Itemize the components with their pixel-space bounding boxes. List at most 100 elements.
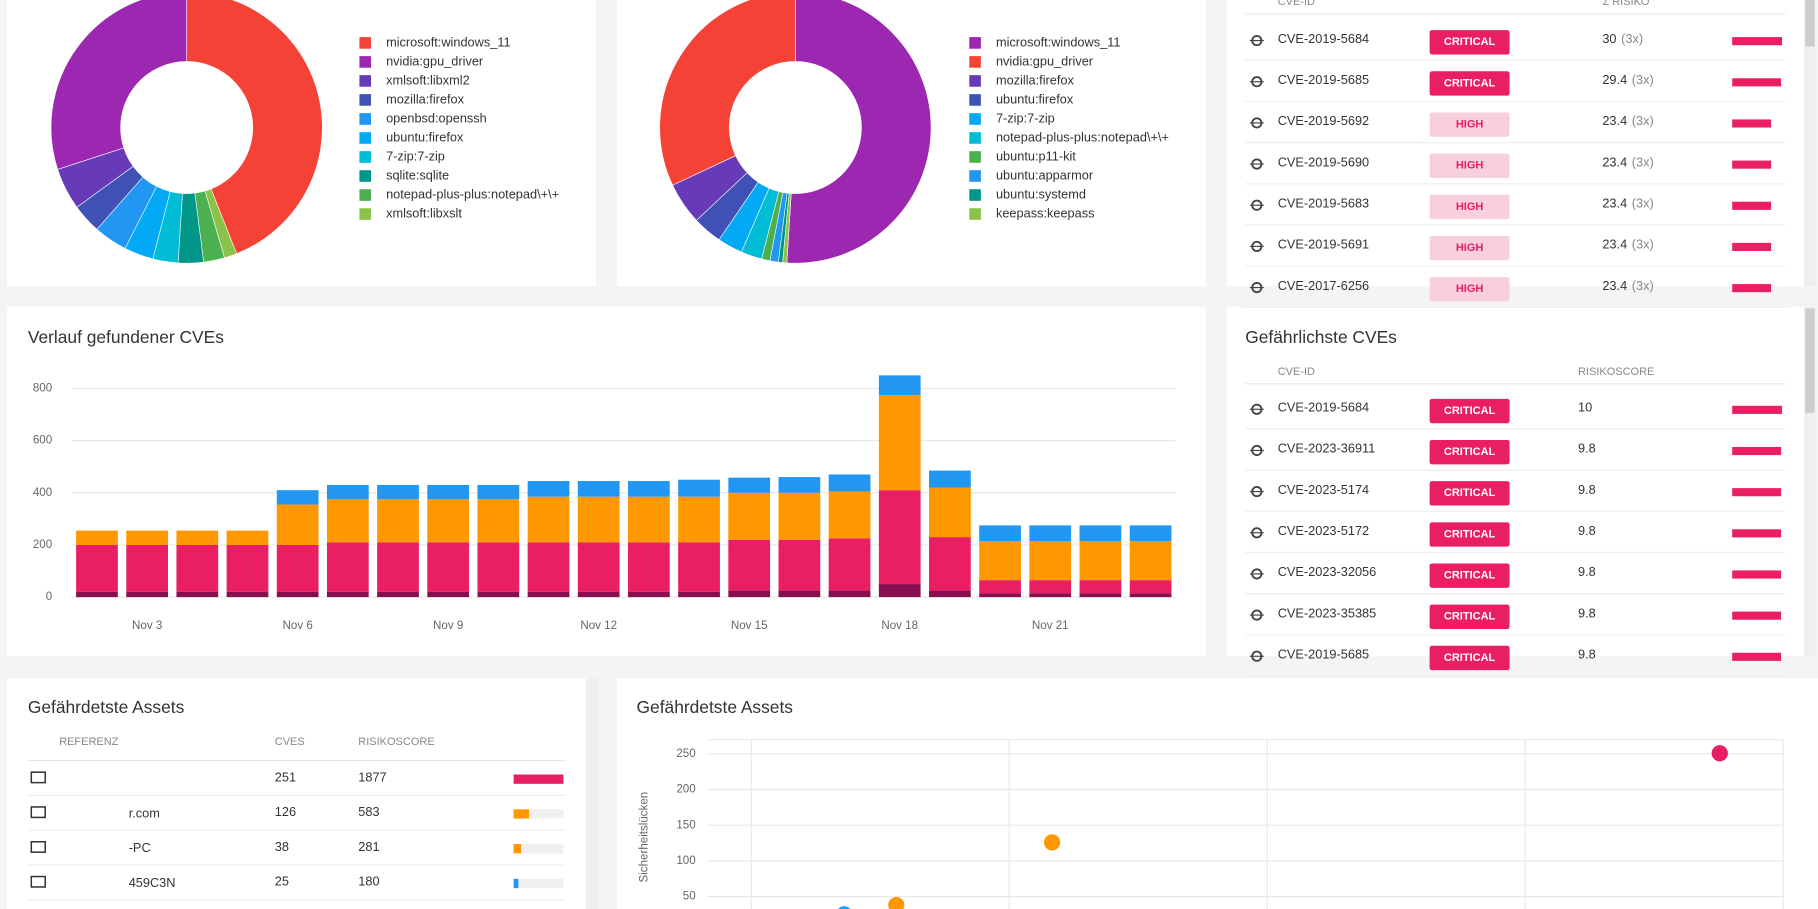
bar-segment[interactable]	[76, 544, 118, 592]
legend-label[interactable]: nvidia:gpu_driver	[996, 53, 1094, 68]
pie-slice[interactable]	[204, 188, 237, 259]
bar-segment[interactable]	[276, 591, 319, 598]
bar-segment[interactable]	[929, 590, 971, 598]
legend-swatch[interactable]	[969, 56, 981, 68]
bar-segment[interactable]	[276, 504, 319, 545]
bar-segment[interactable]	[477, 542, 520, 592]
pie-slice[interactable]	[186, 0, 323, 255]
cve-id[interactable]: CVE-2023-32056	[1278, 564, 1377, 579]
bar-segment[interactable]	[728, 590, 771, 598]
legend-label[interactable]: ubuntu:firefox	[386, 129, 464, 144]
bar-segment[interactable]	[477, 499, 520, 543]
bar-segment[interactable]	[828, 538, 871, 591]
pie-slice[interactable]	[152, 191, 183, 264]
bar-segment[interactable]	[527, 591, 570, 598]
bar-segment[interactable]	[728, 539, 771, 591]
bar-segment[interactable]	[76, 591, 118, 598]
legend-swatch[interactable]	[359, 151, 372, 163]
bar-segment[interactable]	[577, 542, 620, 592]
bar-segment[interactable]	[377, 499, 419, 543]
legend-swatch[interactable]	[969, 37, 981, 49]
bar-segment[interactable]	[126, 591, 169, 598]
bar-segment[interactable]	[828, 590, 871, 598]
legend-swatch[interactable]	[969, 208, 981, 220]
bar-segment[interactable]	[778, 590, 821, 598]
bar-segment[interactable]	[929, 537, 971, 591]
cve-id[interactable]: CVE-2019-5691	[1278, 237, 1369, 252]
bar-segment[interactable]	[326, 591, 369, 598]
legend-swatch[interactable]	[969, 113, 981, 125]
legend-swatch[interactable]	[359, 132, 372, 144]
pie-slice[interactable]	[659, 0, 796, 186]
legend-label[interactable]: notepad-plus-plus:notepad\+\+	[386, 186, 559, 201]
bar-segment[interactable]	[678, 591, 720, 598]
bar-segment[interactable]	[1079, 593, 1122, 598]
legend-swatch[interactable]	[359, 75, 372, 87]
pie-slice[interactable]	[761, 191, 784, 262]
legend-label[interactable]: sqlite:sqlite	[386, 167, 449, 182]
cve-id[interactable]: CVE-2023-36911	[1278, 441, 1376, 456]
bar-segment[interactable]	[377, 542, 419, 592]
bar-segment[interactable]	[979, 580, 1021, 594]
bar-segment[interactable]	[1129, 593, 1172, 598]
bar-segment[interactable]	[1029, 580, 1072, 594]
bar-segment[interactable]	[176, 591, 219, 598]
bar-segment[interactable]	[1029, 541, 1072, 581]
scrollbar[interactable]	[1804, 0, 1816, 287]
pie-slice[interactable]	[696, 172, 759, 241]
pie-slice[interactable]	[96, 176, 158, 249]
legend-label[interactable]: mozilla:firefox	[996, 72, 1075, 87]
cve-id[interactable]: CVE-2019-5684	[1278, 399, 1369, 414]
scroll-thumb[interactable]	[1805, 0, 1815, 47]
legend-swatch[interactable]	[359, 113, 372, 125]
legend-label[interactable]: ubuntu:firefox	[996, 91, 1074, 106]
pie-slice[interactable]	[741, 187, 780, 260]
bar-segment[interactable]	[1079, 580, 1122, 594]
legend-label[interactable]: keepass:keepass	[996, 205, 1095, 220]
legend-swatch[interactable]	[969, 170, 981, 182]
legend-label[interactable]: ubuntu:apparmor	[996, 167, 1094, 182]
bar-segment[interactable]	[477, 591, 520, 598]
pie-slice[interactable]	[672, 155, 748, 221]
legend-label[interactable]: xmlsoft:libxml2	[386, 72, 470, 87]
cve-id[interactable]: CVE-2017-6256	[1278, 278, 1369, 293]
cve-id[interactable]: CVE-2019-5692	[1278, 113, 1369, 128]
legend-swatch[interactable]	[359, 208, 372, 220]
bar-segment[interactable]	[1029, 593, 1072, 598]
bar-segment[interactable]	[878, 375, 921, 395]
bar-segment[interactable]	[627, 481, 670, 497]
bar-segment[interactable]	[326, 542, 369, 592]
legend-swatch[interactable]	[359, 56, 372, 68]
bar-segment[interactable]	[1029, 525, 1072, 542]
asset-reference[interactable]: r.com	[129, 805, 160, 820]
scrollbar[interactable]	[585, 678, 598, 909]
scatter-point[interactable]	[1043, 834, 1061, 851]
legend-swatch[interactable]	[969, 132, 981, 144]
bar-segment[interactable]	[527, 496, 570, 543]
pie-slice[interactable]	[124, 186, 171, 260]
bar-segment[interactable]	[176, 530, 219, 545]
bar-segment[interactable]	[326, 499, 369, 543]
bar-segment[interactable]	[427, 542, 470, 592]
bar-segment[interactable]	[979, 593, 1021, 598]
bar-segment[interactable]	[627, 591, 670, 598]
bar-segment[interactable]	[678, 479, 720, 497]
legend-label[interactable]: mozilla:firefox	[386, 91, 465, 106]
bar-segment[interactable]	[1079, 525, 1122, 542]
legend-label[interactable]: microsoft:windows_11	[386, 34, 510, 49]
bar-segment[interactable]	[276, 544, 319, 592]
bar-segment[interactable]	[577, 591, 620, 598]
bar-segment[interactable]	[929, 470, 971, 488]
bar-segment[interactable]	[577, 481, 620, 497]
legend-label[interactable]: 7-zip:7-zip	[996, 110, 1055, 125]
legend-label[interactable]: openbsd:openssh	[386, 110, 487, 125]
bar-segment[interactable]	[1079, 541, 1122, 581]
bar-segment[interactable]	[627, 496, 670, 543]
bar-segment[interactable]	[427, 591, 470, 598]
cve-id[interactable]: CVE-2019-5685	[1278, 646, 1369, 661]
legend-label[interactable]: ubuntu:systemd	[996, 186, 1086, 201]
bar-segment[interactable]	[577, 496, 620, 543]
scatter-point[interactable]	[888, 896, 905, 909]
pie-slice[interactable]	[786, 0, 932, 264]
scroll-thumb[interactable]	[1805, 308, 1815, 413]
